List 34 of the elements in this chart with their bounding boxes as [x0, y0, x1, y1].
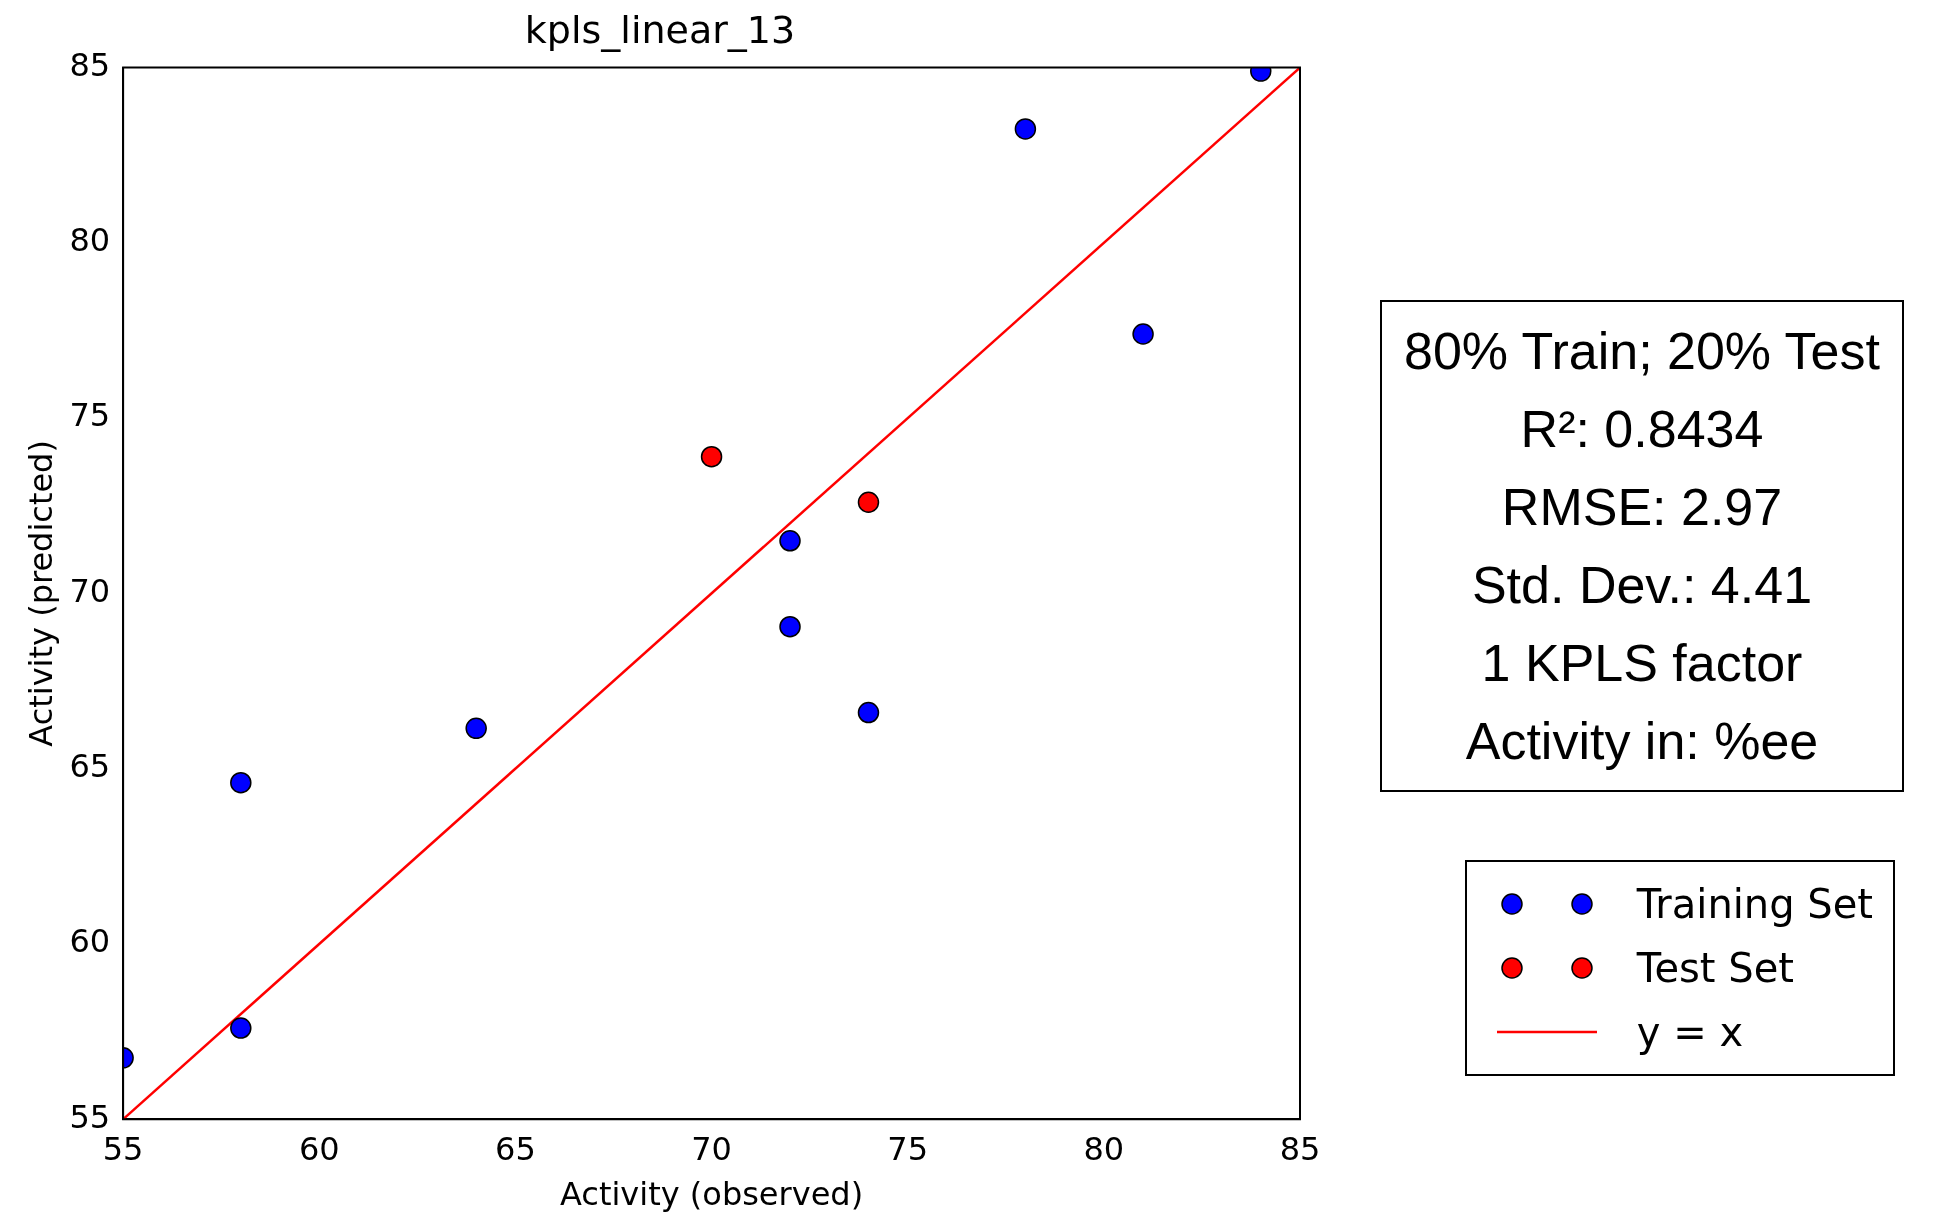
point	[230, 771, 252, 794]
x-tick-label: 85	[1279, 1129, 1321, 1168]
point	[700, 445, 723, 468]
point	[857, 701, 880, 724]
legend-label: y = x	[1636, 1009, 1744, 1055]
x-tick-label: 80	[1083, 1129, 1125, 1168]
y-tick-label: 60	[69, 922, 111, 961]
point	[465, 717, 487, 740]
y-axis-title: Activity (predicted)	[21, 440, 60, 747]
point	[230, 1017, 252, 1039]
x-tick-label: 65	[495, 1129, 536, 1168]
y-tick-label: 80	[69, 221, 111, 260]
y-tick-label: 70	[69, 571, 111, 610]
x-tick-label: 75	[887, 1129, 929, 1168]
text: 80% Train; 20% Test	[1403, 321, 1881, 382]
text: Activity in: %ee	[1464, 711, 1820, 772]
y-tick-label: 65	[69, 746, 111, 785]
y-tick-label: 85	[69, 45, 111, 84]
point	[779, 615, 801, 638]
point	[1014, 118, 1037, 140]
point	[779, 530, 801, 552]
legend-label: Test Set	[1636, 945, 1794, 991]
point	[857, 491, 880, 514]
text: RMSE: 2.97	[1500, 477, 1784, 538]
chart-title: kpls_linear_13	[524, 7, 796, 52]
x-tick-label: 70	[691, 1129, 732, 1168]
point	[1132, 323, 1154, 345]
y-tick-label: 75	[69, 396, 111, 435]
x-axis-title: Activity (observed)	[559, 1175, 864, 1214]
text: R²: 0.8434	[1519, 399, 1765, 460]
text: 1 KPLS factor	[1480, 633, 1804, 694]
text: Std. Dev.: 4.41	[1470, 555, 1814, 616]
legend-label: Training Set	[1636, 881, 1873, 927]
x-tick-label: 60	[298, 1129, 340, 1168]
